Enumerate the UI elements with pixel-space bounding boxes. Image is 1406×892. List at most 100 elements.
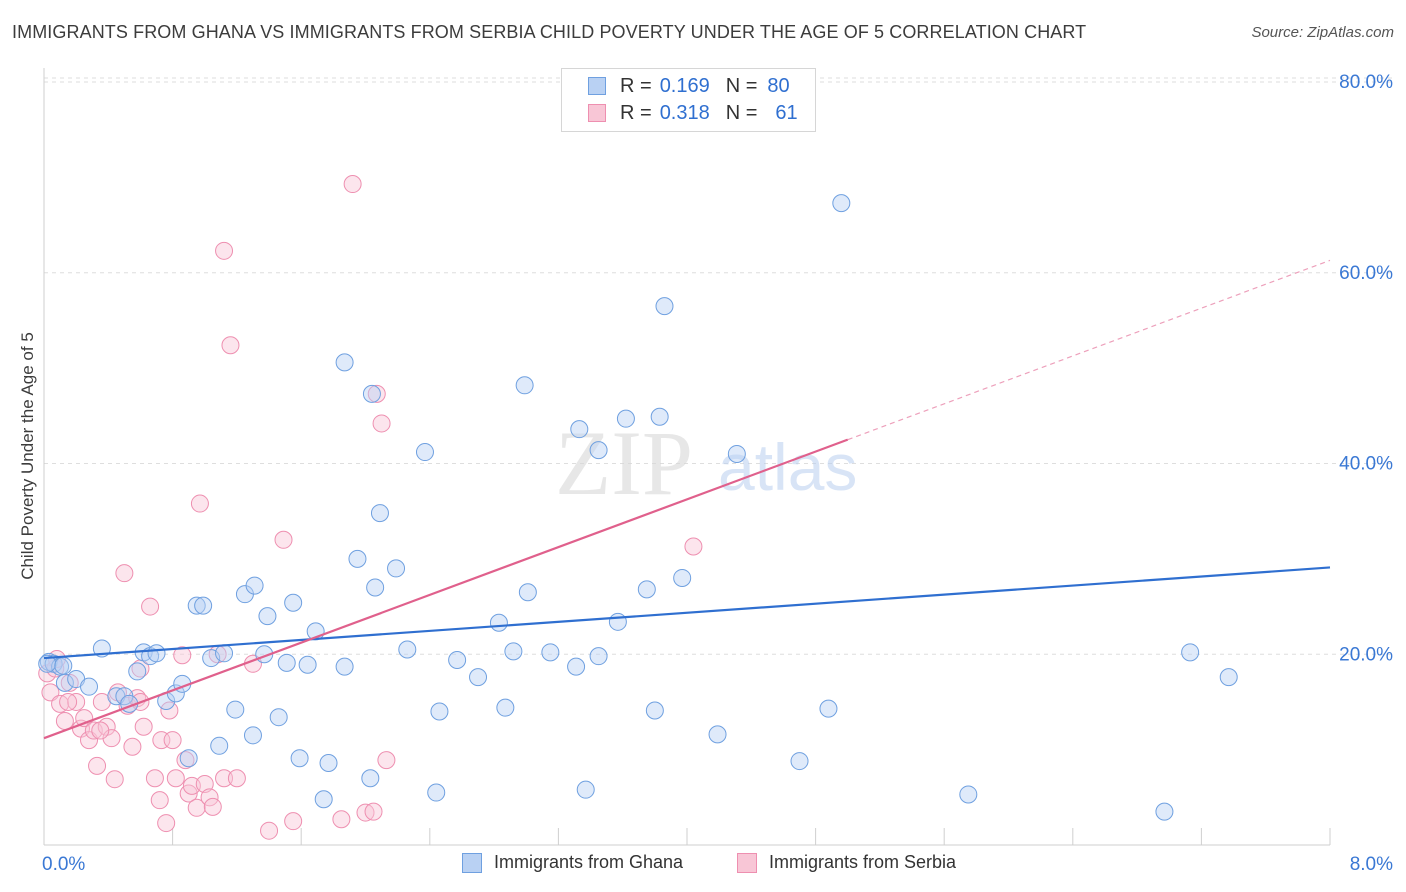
data-point-ghana: [790, 752, 809, 771]
data-point-serbia: [260, 821, 279, 840]
data-point-ghana: [80, 677, 99, 696]
data-point-ghana: [319, 753, 338, 772]
data-point-ghana: [366, 578, 385, 597]
legend-n-value-serbia: 61: [775, 101, 798, 124]
data-point-ghana: [727, 444, 746, 463]
data-point-serbia: [91, 721, 110, 740]
data-point-serbia: [173, 646, 192, 665]
watermark-zip: ZIP: [555, 412, 693, 514]
data-point-ghana: [650, 407, 669, 426]
legend-swatch-serbia: [588, 104, 606, 122]
data-point-serbia: [160, 701, 179, 720]
y-tick-label: 20.0%: [1339, 644, 1393, 665]
series-serbia: [38, 175, 703, 840]
data-point-ghana: [179, 749, 198, 768]
data-point-ghana: [335, 353, 354, 372]
data-point-ghana: [54, 656, 73, 675]
data-point-ghana: [637, 580, 656, 599]
data-point-ghana: [655, 297, 674, 316]
data-point-ghana: [645, 701, 664, 720]
data-point-ghana: [243, 726, 262, 745]
data-point-serbia: [55, 712, 74, 731]
data-point-serbia: [364, 802, 383, 821]
data-point-serbia: [176, 751, 195, 770]
data-point-ghana: [269, 708, 288, 727]
data-point-ghana: [226, 700, 245, 719]
data-point-serbia: [141, 597, 160, 616]
data-point-ghana: [290, 749, 309, 768]
data-point-ghana: [1181, 643, 1200, 662]
series-ghana: [38, 194, 1238, 821]
y-tick-label: 60.0%: [1339, 263, 1393, 284]
data-point-serbia: [163, 731, 182, 750]
data-point-serbia: [221, 336, 240, 355]
data-point-ghana: [832, 194, 851, 213]
trendline-serbia-extension: [847, 259, 1331, 441]
data-point-ghana: [496, 698, 515, 717]
data-point-ghana: [335, 657, 354, 676]
data-point-serbia: [284, 812, 303, 831]
data-point-ghana: [567, 657, 586, 676]
bottom-legend-label-serbia: Immigrants from Serbia: [769, 852, 957, 872]
y-tick-label: 80.0%: [1339, 72, 1393, 93]
data-point-ghana: [819, 699, 838, 718]
bottom-legend-swatch-ghana: [462, 852, 482, 873]
data-point-ghana: [370, 504, 389, 523]
data-point-serbia: [200, 788, 219, 807]
data-point-ghana: [959, 785, 978, 804]
data-point-ghana: [608, 612, 627, 631]
data-point-ghana: [298, 655, 317, 674]
data-point-ghana: [258, 607, 277, 626]
watermark-atlas: atlas: [718, 430, 857, 504]
data-point-serbia: [215, 769, 234, 788]
legend-r-value-serbia: 0.318: [659, 101, 710, 124]
data-point-ghana: [708, 725, 727, 744]
data-point-ghana: [518, 583, 537, 602]
data-point-ghana: [194, 596, 213, 615]
data-point-ghana: [504, 642, 523, 661]
data-point-serbia: [203, 797, 222, 816]
data-point-serbia: [134, 717, 153, 736]
data-point-ghana: [448, 650, 467, 669]
data-point-ghana: [541, 643, 560, 662]
data-point-ghana: [128, 662, 147, 681]
data-point-ghana: [348, 549, 367, 568]
x-tick-label: 8.0%: [1350, 854, 1393, 875]
data-point-ghana: [489, 613, 508, 632]
data-point-serbia: [166, 769, 185, 788]
data-point-serbia: [88, 756, 107, 775]
data-point-serbia: [227, 769, 246, 788]
data-point-ghana: [589, 647, 608, 666]
legend-swatch-ghana: [588, 77, 606, 95]
data-point-ghana: [1219, 668, 1238, 687]
legend-r-label: R =: [620, 101, 652, 124]
trend-lines: [43, 259, 1331, 740]
data-point-serbia: [123, 737, 142, 756]
data-point-ghana: [616, 409, 635, 428]
data-point-ghana: [515, 376, 534, 395]
gridlines: [44, 77, 1392, 655]
data-point-ghana: [277, 653, 296, 672]
data-point-ghana: [415, 443, 434, 462]
trendline-serbia: [43, 438, 849, 740]
legend-row-serbia: R = 0.318 N = 61: [588, 101, 798, 125]
data-point-serbia: [372, 414, 391, 433]
data-point-ghana: [673, 568, 692, 587]
data-point-serbia: [190, 494, 209, 513]
data-point-serbia: [684, 537, 703, 556]
data-point-serbia: [377, 751, 396, 770]
data-point-ghana: [284, 593, 303, 612]
legend-r-label: R =: [620, 74, 652, 97]
data-point-ghana: [147, 644, 166, 663]
tick-labels: 20.0% 40.0% 60.0% 80.0% 0.0% 8.0%: [42, 72, 1393, 875]
axes: [43, 68, 1331, 846]
data-point-serbia: [145, 769, 164, 788]
source-label: Source: ZipAtlas.com: [1251, 24, 1394, 41]
bottom-legend-label-ghana: Immigrants from Ghana: [494, 852, 684, 872]
data-point-ghana: [314, 790, 333, 809]
bottom-legend: Immigrants from Ghana Immigrants from Se…: [0, 852, 1406, 876]
data-point-ghana: [576, 780, 595, 799]
y-tick-label: 40.0%: [1339, 454, 1393, 475]
data-point-ghana: [387, 559, 406, 578]
